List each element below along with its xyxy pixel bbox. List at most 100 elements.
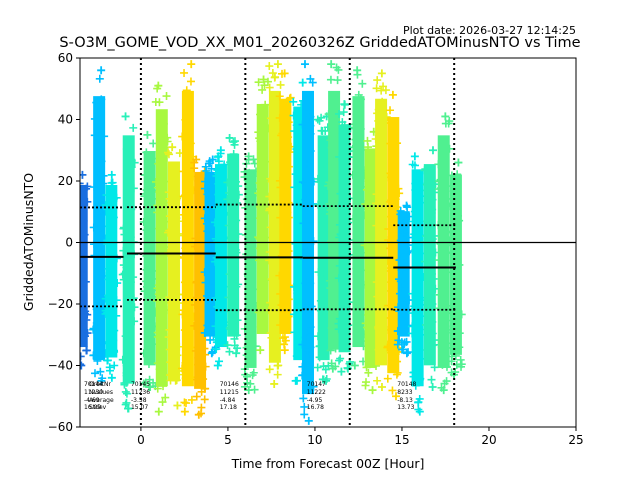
scatter-point [343,172,352,181]
scatter-point [254,78,263,87]
scatter-point [113,279,122,288]
scatter-point [129,184,138,193]
scatter-point [284,312,293,321]
scatter-point [234,230,243,239]
y-tick-label: 0 [65,236,73,250]
scatter-point [94,101,103,110]
scatter-point [190,321,199,330]
overlay-lines [80,58,576,427]
scatter-point [180,191,189,200]
scatter-point [447,357,456,366]
scatter-point [309,237,318,246]
scatter-point [313,363,322,372]
scatter-point [388,386,397,395]
scatter-point [153,284,162,293]
scatter-point [408,329,417,338]
scatter-point [315,353,324,362]
scatter-point [426,229,435,238]
scatter-point [436,175,445,184]
scatter-point [382,112,391,121]
scatter-point [244,152,253,161]
scatter-point [147,154,156,163]
scatter-point [246,232,255,241]
scatter-point [455,343,464,352]
scatter-point [357,304,366,313]
scatter-point [291,376,300,385]
scatter-point [335,356,344,365]
scatter-point [327,359,336,368]
scatter-point [200,184,209,193]
scatter-point [304,309,313,318]
scatter-point [281,127,290,136]
scatter-point [179,167,188,176]
scatter-point [353,66,362,75]
scatter-point [344,218,353,227]
scatter-point [162,92,171,101]
scatter-point [182,121,191,130]
scatter-point [126,278,135,287]
scatter-strip [80,170,92,370]
scatter-point [342,176,351,185]
scatter-point [300,60,309,69]
scatter-point [352,298,361,307]
scatter-point [416,198,425,207]
scatter-point [299,394,308,403]
scatter-strip [383,90,404,401]
scatter-point [427,173,436,182]
scatter-point [337,367,346,376]
scatter-point [231,245,240,254]
scatter-point [316,306,325,315]
scatter-point [80,269,83,272]
scatter-point [174,231,183,240]
scatter-point [446,202,455,211]
scatter-point [157,317,166,326]
scatter-point [154,407,163,416]
scatter-point [353,209,362,218]
scatter-point [438,342,447,351]
scatter-point [453,267,462,276]
scatter-strip [89,66,110,385]
scatter-point [451,205,460,214]
scatter-point [444,119,453,128]
scatter-point [440,153,449,162]
orbit-stdev: 16.09 [84,404,101,411]
scatter-point [355,198,364,207]
scatter-point [410,152,419,161]
scatter-point [180,210,189,219]
scatter-point [325,199,334,208]
scatter-point [80,231,88,240]
scatter-point [90,114,99,123]
scatter-point [187,373,196,382]
scatter-point [107,170,116,179]
scatter-point [80,179,84,188]
scatter-point [226,307,235,316]
scatter-point [420,257,429,266]
scatter-point [366,167,375,176]
scatter-point [298,340,307,349]
scatter-point [80,230,89,239]
orbit-average: -4.95 [307,397,323,404]
scatter-point [140,287,149,296]
scatter-point [175,290,184,299]
scatter-point [230,208,239,217]
scatter-point [319,252,328,261]
scatter-point [110,361,119,370]
scatter-point [358,79,367,88]
scatter-point [178,310,187,319]
scatter-point [395,289,404,298]
scatter-point [95,290,104,299]
scatter-point [147,186,156,195]
scatter-point [192,155,201,164]
scatter-point [397,315,406,324]
scatter-point [294,333,303,342]
scatter-point [93,293,102,302]
scatter-point [328,364,337,373]
scatter-point [109,336,118,345]
stats-header-label: OrbitNr [89,381,112,388]
scatter-point [439,169,448,178]
scatter-point [290,310,299,319]
scatter-point [201,162,210,171]
orbit-number: 70144 [84,381,103,388]
scatter-point [172,167,181,176]
